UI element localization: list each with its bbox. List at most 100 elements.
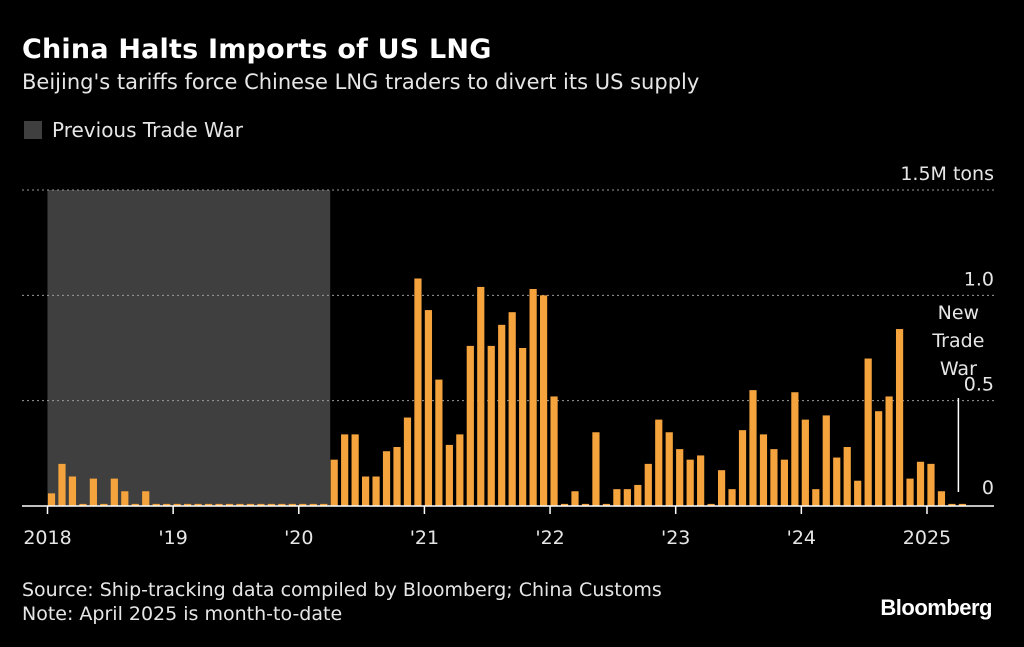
bar-2024-08 bbox=[875, 411, 883, 506]
bar-2023-11 bbox=[780, 459, 788, 506]
bar-2018-01 bbox=[47, 493, 56, 506]
bar-2023-10 bbox=[770, 449, 778, 506]
bar-2020-10 bbox=[393, 447, 401, 506]
bar-2018-06 bbox=[100, 503, 108, 506]
bar-2023-04 bbox=[707, 503, 715, 506]
bar-2022-05 bbox=[592, 432, 600, 506]
bar-2024-12 bbox=[916, 461, 925, 506]
bar-2019-09 bbox=[257, 503, 265, 506]
y-tick-label: 1.5M tons bbox=[900, 163, 994, 185]
legend: Previous Trade War bbox=[24, 118, 243, 142]
bar-2019-02 bbox=[184, 503, 192, 506]
x-tick-label: 2025 bbox=[903, 527, 951, 549]
bar-2021-07 bbox=[487, 345, 495, 506]
bar-2018-05 bbox=[89, 478, 97, 506]
bar-2020-01 bbox=[299, 503, 307, 506]
bar-2021-01 bbox=[424, 310, 433, 506]
bar-2024-11 bbox=[906, 478, 914, 506]
bar-2018-12 bbox=[163, 503, 171, 506]
bar-2022-07 bbox=[613, 489, 621, 506]
bar-2022-10 bbox=[644, 463, 652, 506]
bar-2021-10 bbox=[519, 348, 527, 506]
annotation-label: New bbox=[938, 302, 979, 324]
bar-2018-03 bbox=[68, 476, 77, 506]
bar-2018-04 bbox=[79, 503, 87, 506]
bar-2022-08 bbox=[623, 489, 631, 506]
bar-2023-03 bbox=[697, 455, 705, 506]
bar-2018-11 bbox=[152, 503, 160, 506]
bar-2022-09 bbox=[634, 484, 642, 506]
bar-2025-03 bbox=[948, 503, 956, 506]
bar-2024-10 bbox=[895, 329, 904, 506]
bar-2023-02 bbox=[686, 459, 694, 506]
bloomberg-logo: Bloomberg bbox=[880, 595, 992, 620]
x-tick-label: '21 bbox=[410, 527, 439, 549]
bar-2020-11 bbox=[403, 417, 412, 506]
y-tick-label: 0 bbox=[982, 477, 994, 499]
bar-2021-08 bbox=[498, 324, 506, 506]
bar-2022-12 bbox=[665, 432, 673, 506]
bar-2022-03 bbox=[571, 491, 579, 506]
bar-chart: 0 0.5 1.0 1.5M tons 2018 '19 '20 '21 '22 '23 '24 20… bbox=[22, 163, 994, 549]
bar-2019-04 bbox=[204, 503, 213, 506]
bar-2023-07 bbox=[738, 430, 747, 506]
bar-2022-01 bbox=[550, 396, 558, 506]
bar-2020-02 bbox=[309, 503, 317, 506]
bar-2020-04 bbox=[330, 459, 338, 506]
bar-2021-03 bbox=[445, 444, 453, 506]
bar-2018-07 bbox=[110, 478, 118, 506]
bar-2018-10 bbox=[142, 491, 150, 506]
annotation-label: War bbox=[940, 358, 977, 380]
bar-2020-05 bbox=[341, 434, 349, 506]
bar-2024-04 bbox=[833, 457, 841, 506]
bar-2024-01 bbox=[801, 419, 809, 506]
bar-2021-09 bbox=[508, 312, 516, 506]
bar-2025-04 bbox=[958, 503, 966, 506]
shaded-period-previous-trade-war bbox=[47, 190, 331, 506]
bar-2025-02 bbox=[937, 491, 946, 506]
x-tick-label: '24 bbox=[787, 527, 816, 549]
legend-swatch bbox=[24, 121, 42, 139]
bar-2024-02 bbox=[812, 489, 820, 506]
x-tick-label: '20 bbox=[284, 527, 313, 549]
bar-2021-06 bbox=[477, 286, 485, 506]
x-tick-label: '22 bbox=[535, 527, 564, 549]
bar-2019-01 bbox=[173, 503, 181, 506]
bar-2018-02 bbox=[58, 463, 66, 506]
bar-2021-05 bbox=[466, 345, 474, 506]
bar-2020-09 bbox=[382, 451, 391, 506]
bar-2021-12 bbox=[539, 295, 548, 506]
bar-2020-06 bbox=[351, 434, 359, 506]
x-tick-label: '19 bbox=[158, 527, 187, 549]
bar-2024-05 bbox=[843, 447, 851, 506]
bar-2023-01 bbox=[676, 449, 684, 506]
x-tick-label: '23 bbox=[661, 527, 690, 549]
bar-2019-10 bbox=[267, 503, 275, 506]
y-tick-label: 1.0 bbox=[964, 268, 994, 290]
footer: Source: Ship-tracking data compiled by B… bbox=[22, 578, 662, 626]
bar-2024-06 bbox=[854, 480, 862, 506]
annotation-label: Trade bbox=[931, 330, 984, 352]
bar-2023-05 bbox=[717, 470, 726, 506]
bar-2019-05 bbox=[215, 503, 223, 506]
bar-2023-06 bbox=[728, 489, 736, 506]
chart-subtitle: Beijing's tariffs force Chinese LNG trad… bbox=[22, 70, 700, 94]
bar-2023-09 bbox=[759, 434, 768, 506]
bar-2024-07 bbox=[864, 358, 872, 506]
legend-label: Previous Trade War bbox=[52, 118, 243, 142]
bar-2023-12 bbox=[791, 392, 799, 506]
bar-2022-02 bbox=[560, 503, 569, 506]
bar-2024-09 bbox=[885, 396, 893, 506]
bar-2019-11 bbox=[278, 503, 286, 506]
bar-2022-04 bbox=[581, 503, 590, 506]
chart-title: China Halts Imports of US LNG bbox=[22, 34, 492, 65]
bar-2019-08 bbox=[246, 503, 255, 506]
y-tick-label: 0.5 bbox=[964, 374, 994, 396]
bar-2021-04 bbox=[456, 434, 464, 506]
bar-2018-09 bbox=[131, 503, 139, 506]
bar-2020-07 bbox=[362, 476, 370, 506]
bar-2019-06 bbox=[225, 503, 234, 506]
bar-2020-12 bbox=[414, 278, 422, 506]
data-note: Note: April 2025 is month-to-date bbox=[22, 603, 343, 625]
bar-2021-11 bbox=[529, 289, 537, 506]
